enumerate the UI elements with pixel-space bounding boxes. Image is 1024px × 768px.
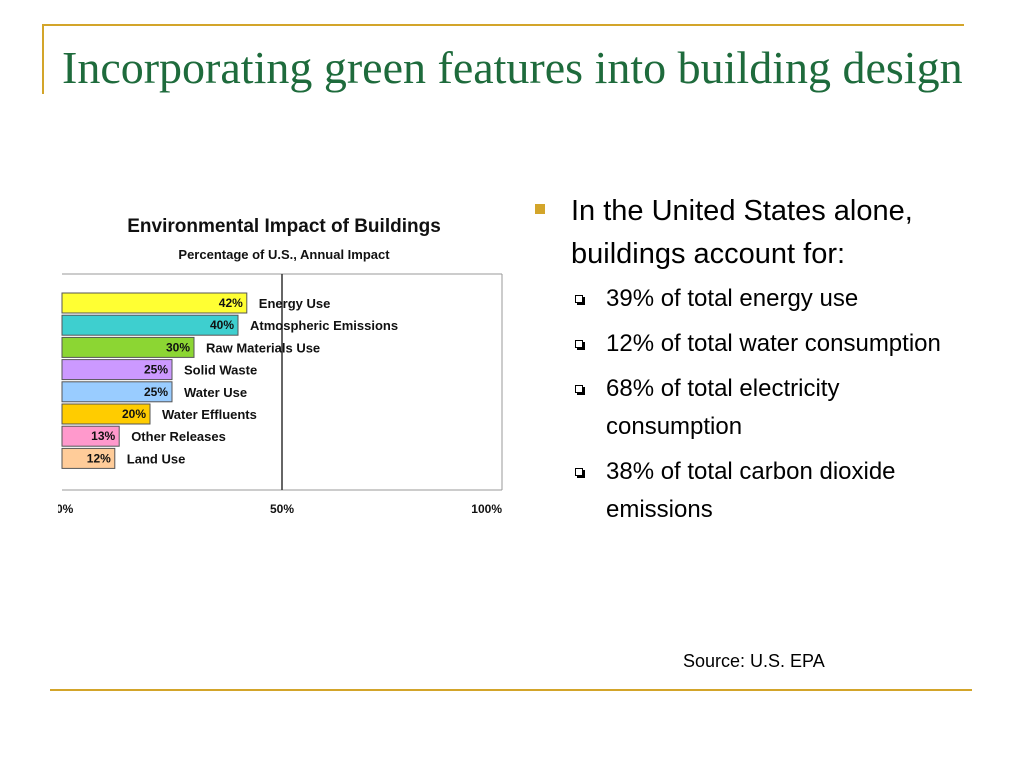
bar-category-label: Land Use bbox=[127, 451, 186, 466]
square-bullet-icon bbox=[535, 204, 545, 214]
sub-bullet-text: 39% of total energy use bbox=[606, 285, 859, 312]
bar bbox=[61, 359, 173, 381]
bar-value-label: 30% bbox=[166, 340, 190, 354]
bullet-list: In the United States alone, buildings ac… bbox=[533, 190, 953, 536]
bar-category-label: Atmospheric Emissions bbox=[250, 318, 398, 333]
bar-category-label: Water Effluents bbox=[162, 407, 257, 422]
bullet-main: In the United States alone, buildings ac… bbox=[533, 190, 953, 276]
sub-bullet-list: 39% of total energy use 12% of total wat… bbox=[533, 280, 953, 529]
bar bbox=[61, 425, 120, 447]
bar bbox=[61, 403, 151, 425]
chart-canvas: 42% Energy Use 40% Atmospheric Emissions 30%… bbox=[58, 273, 503, 516]
bar-value-label: 20% bbox=[122, 407, 146, 421]
bar-value-label: 13% bbox=[91, 429, 115, 443]
bar bbox=[61, 336, 195, 358]
bar-category-label: Energy Use bbox=[259, 296, 331, 311]
hollow-square-bullet-icon bbox=[575, 295, 583, 303]
sub-bullet: 38% of total carbon dioxide emissions bbox=[533, 453, 953, 529]
bar bbox=[61, 292, 248, 314]
bar-value-label: 12% bbox=[87, 451, 111, 465]
x-tick-label: 100% bbox=[471, 502, 502, 516]
left-rule bbox=[42, 24, 44, 94]
sub-bullet-text: 38% of total carbon dioxide emissions bbox=[606, 458, 896, 523]
bar-value-label: 25% bbox=[144, 385, 168, 399]
bar bbox=[61, 314, 239, 336]
bar-value-label: 42% bbox=[219, 296, 243, 310]
sub-bullet-text: 68% of total electricity consumption bbox=[606, 375, 840, 440]
bar-value-label: 25% bbox=[144, 363, 168, 377]
bullet-main-text: In the United States alone, buildings ac… bbox=[571, 195, 913, 270]
bar-category-label: Water Use bbox=[184, 385, 247, 400]
top-rule bbox=[42, 24, 964, 26]
sub-bullet-text: 12% of total water consumption bbox=[606, 330, 941, 357]
source-note: Source: U.S. EPA bbox=[683, 651, 825, 671]
x-tick-label: 0% bbox=[58, 502, 74, 516]
impact-chart: 42% Energy Use 40% Atmospheric Emissions 30%… bbox=[58, 210, 510, 520]
bar-category-label: Solid Waste bbox=[184, 363, 257, 378]
bar-category-label: Raw Materials Use bbox=[206, 340, 320, 355]
slide-title: Incorporating green features into buildi… bbox=[62, 42, 963, 93]
bar bbox=[61, 447, 116, 469]
chart-title: Environmental Impact of Buildings bbox=[127, 216, 441, 237]
x-tick-label: 50% bbox=[270, 502, 294, 516]
chart-subtitle: Percentage of U.S., Annual Impact bbox=[178, 247, 390, 262]
hollow-square-bullet-icon bbox=[575, 385, 583, 393]
bottom-rule bbox=[50, 689, 972, 691]
sub-bullet: 12% of total water consumption bbox=[533, 325, 953, 363]
bar-value-label: 40% bbox=[210, 318, 234, 332]
hollow-square-bullet-icon bbox=[575, 340, 583, 348]
hollow-square-bullet-icon bbox=[575, 468, 583, 476]
bar-category-label: Other Releases bbox=[131, 429, 226, 444]
bar bbox=[61, 381, 173, 403]
sub-bullet: 39% of total energy use bbox=[533, 280, 953, 318]
sub-bullet: 68% of total electricity consumption bbox=[533, 370, 953, 446]
